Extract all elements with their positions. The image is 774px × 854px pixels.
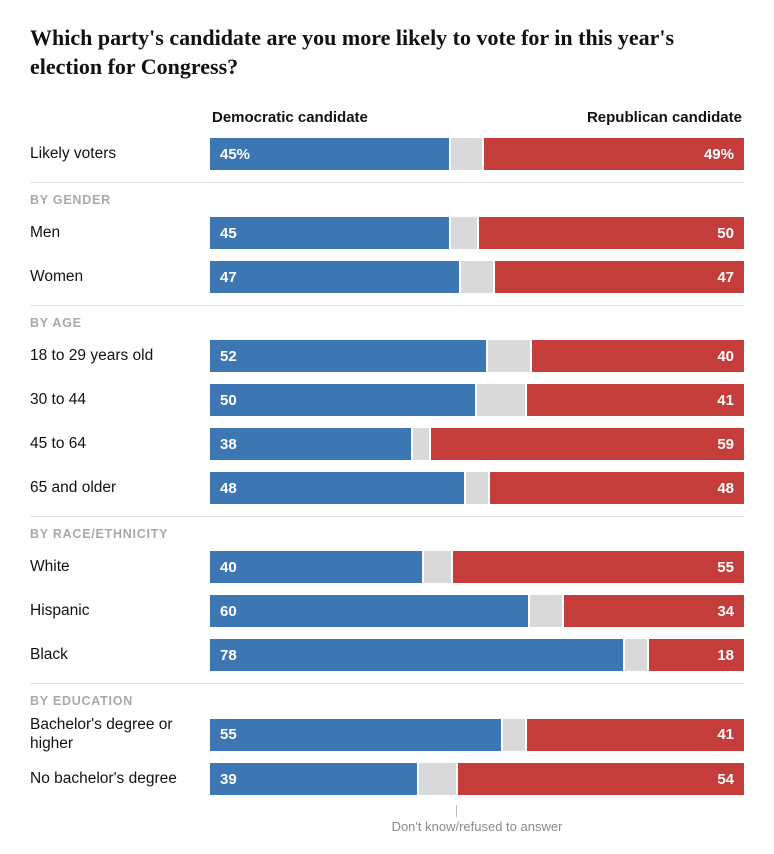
bar-track: 60 34 bbox=[210, 595, 744, 627]
legend-rep: Republican candidate bbox=[587, 109, 742, 126]
group-header: BY EDUCATION bbox=[30, 683, 744, 712]
chart-body: Likely voters45% 49% BY GENDER Men45 50 Women… bbox=[30, 132, 744, 801]
bar-dem: 38 bbox=[210, 428, 411, 460]
bar-track: 55 41 bbox=[210, 719, 744, 751]
row-label: No bachelor's degree bbox=[30, 770, 210, 789]
data-row: 65 and older4848 bbox=[30, 466, 744, 510]
row-label: Women bbox=[30, 268, 210, 287]
row-label: 65 and older bbox=[30, 479, 210, 498]
footnote-spacer bbox=[30, 805, 210, 834]
bar-rep: 48 bbox=[490, 472, 744, 504]
bar-track: 47 47 bbox=[210, 261, 744, 293]
bar-track: 40 55 bbox=[210, 551, 744, 583]
row-label: Bachelor's degree or higher bbox=[30, 716, 210, 753]
bar-dontknow bbox=[451, 217, 477, 249]
bar-dem: 60 bbox=[210, 595, 528, 627]
bar-rep: 55 bbox=[453, 551, 744, 583]
bar-rep: 50 bbox=[479, 217, 744, 249]
bar-dontknow bbox=[466, 472, 487, 504]
data-row: 45 to 6438 59 bbox=[30, 422, 744, 466]
bar-track: 52 40 bbox=[210, 340, 744, 372]
row-label: Black bbox=[30, 646, 210, 665]
bar-track: 39 54 bbox=[210, 763, 744, 795]
row-label: Men bbox=[30, 224, 210, 243]
bar-rep: 49% bbox=[484, 138, 744, 170]
bar-dontknow bbox=[451, 138, 483, 170]
bar-rep: 41 bbox=[527, 384, 744, 416]
bar-track: 45 50 bbox=[210, 217, 744, 249]
row-label: Likely voters bbox=[30, 145, 210, 164]
group-header: BY AGE bbox=[30, 305, 744, 334]
bar-rep: 54 bbox=[458, 763, 744, 795]
group-header: BY RACE/ETHNICITY bbox=[30, 516, 744, 545]
bar-dontknow bbox=[419, 763, 456, 795]
data-row: Men45 50 bbox=[30, 211, 744, 255]
bar-rep: 18 bbox=[649, 639, 745, 671]
legend-spacer bbox=[30, 109, 210, 126]
footnote-text: Don't know/refused to answer bbox=[210, 805, 744, 834]
group-header: BY GENDER bbox=[30, 182, 744, 211]
legend-row: Democratic candidate Republican candidat… bbox=[30, 109, 744, 126]
bar-dem: 47 bbox=[210, 261, 459, 293]
chart-title: Which party's candidate are you more lik… bbox=[30, 24, 744, 81]
data-row: Hispanic60 34 bbox=[30, 589, 744, 633]
data-row: Black78 18 bbox=[30, 633, 744, 677]
bar-dontknow bbox=[488, 340, 530, 372]
bar-dontknow bbox=[477, 384, 525, 416]
bar-dem: 39 bbox=[210, 763, 417, 795]
bar-track: 45% 49% bbox=[210, 138, 744, 170]
bar-dem: 45% bbox=[210, 138, 449, 170]
row-label: Hispanic bbox=[30, 602, 210, 621]
data-row: Bachelor's degree or higher55 41 bbox=[30, 712, 744, 757]
bar-track: 38 59 bbox=[210, 428, 744, 460]
row-label: 18 to 29 years old bbox=[30, 347, 210, 366]
bar-dem: 40 bbox=[210, 551, 422, 583]
legend-labels: Democratic candidate Republican candidat… bbox=[210, 109, 744, 126]
bar-dem: 52 bbox=[210, 340, 486, 372]
data-row: No bachelor's degree39 54 bbox=[30, 757, 744, 801]
data-row: 30 to 4450 41 bbox=[30, 378, 744, 422]
bar-dontknow bbox=[530, 595, 562, 627]
bar-dem: 55 bbox=[210, 719, 501, 751]
bar-rep: 47 bbox=[495, 261, 744, 293]
bar-dontknow bbox=[625, 639, 646, 671]
bar-dontknow bbox=[461, 261, 493, 293]
bar-dontknow bbox=[413, 428, 429, 460]
data-row: Women4747 bbox=[30, 255, 744, 299]
row-label: White bbox=[30, 558, 210, 577]
bar-dem: 50 bbox=[210, 384, 475, 416]
bar-dem: 48 bbox=[210, 472, 464, 504]
bar-rep: 41 bbox=[527, 719, 744, 751]
bar-track: 48 48 bbox=[210, 472, 744, 504]
legend-dem: Democratic candidate bbox=[212, 109, 368, 126]
bar-track: 78 18 bbox=[210, 639, 744, 671]
bar-dontknow bbox=[424, 551, 450, 583]
data-row: White40 55 bbox=[30, 545, 744, 589]
bar-dem: 45 bbox=[210, 217, 449, 249]
bar-dontknow bbox=[503, 719, 524, 751]
row-label: 45 to 64 bbox=[30, 435, 210, 454]
data-row: 18 to 29 years old52 40 bbox=[30, 334, 744, 378]
footnote-row: Don't know/refused to answer bbox=[30, 805, 744, 834]
bar-rep: 34 bbox=[564, 595, 744, 627]
bar-rep: 59 bbox=[431, 428, 744, 460]
bar-rep: 40 bbox=[532, 340, 744, 372]
row-label: 30 to 44 bbox=[30, 391, 210, 410]
bar-dem: 78 bbox=[210, 639, 623, 671]
bar-track: 50 41 bbox=[210, 384, 744, 416]
data-row: Likely voters45% 49% bbox=[30, 132, 744, 176]
